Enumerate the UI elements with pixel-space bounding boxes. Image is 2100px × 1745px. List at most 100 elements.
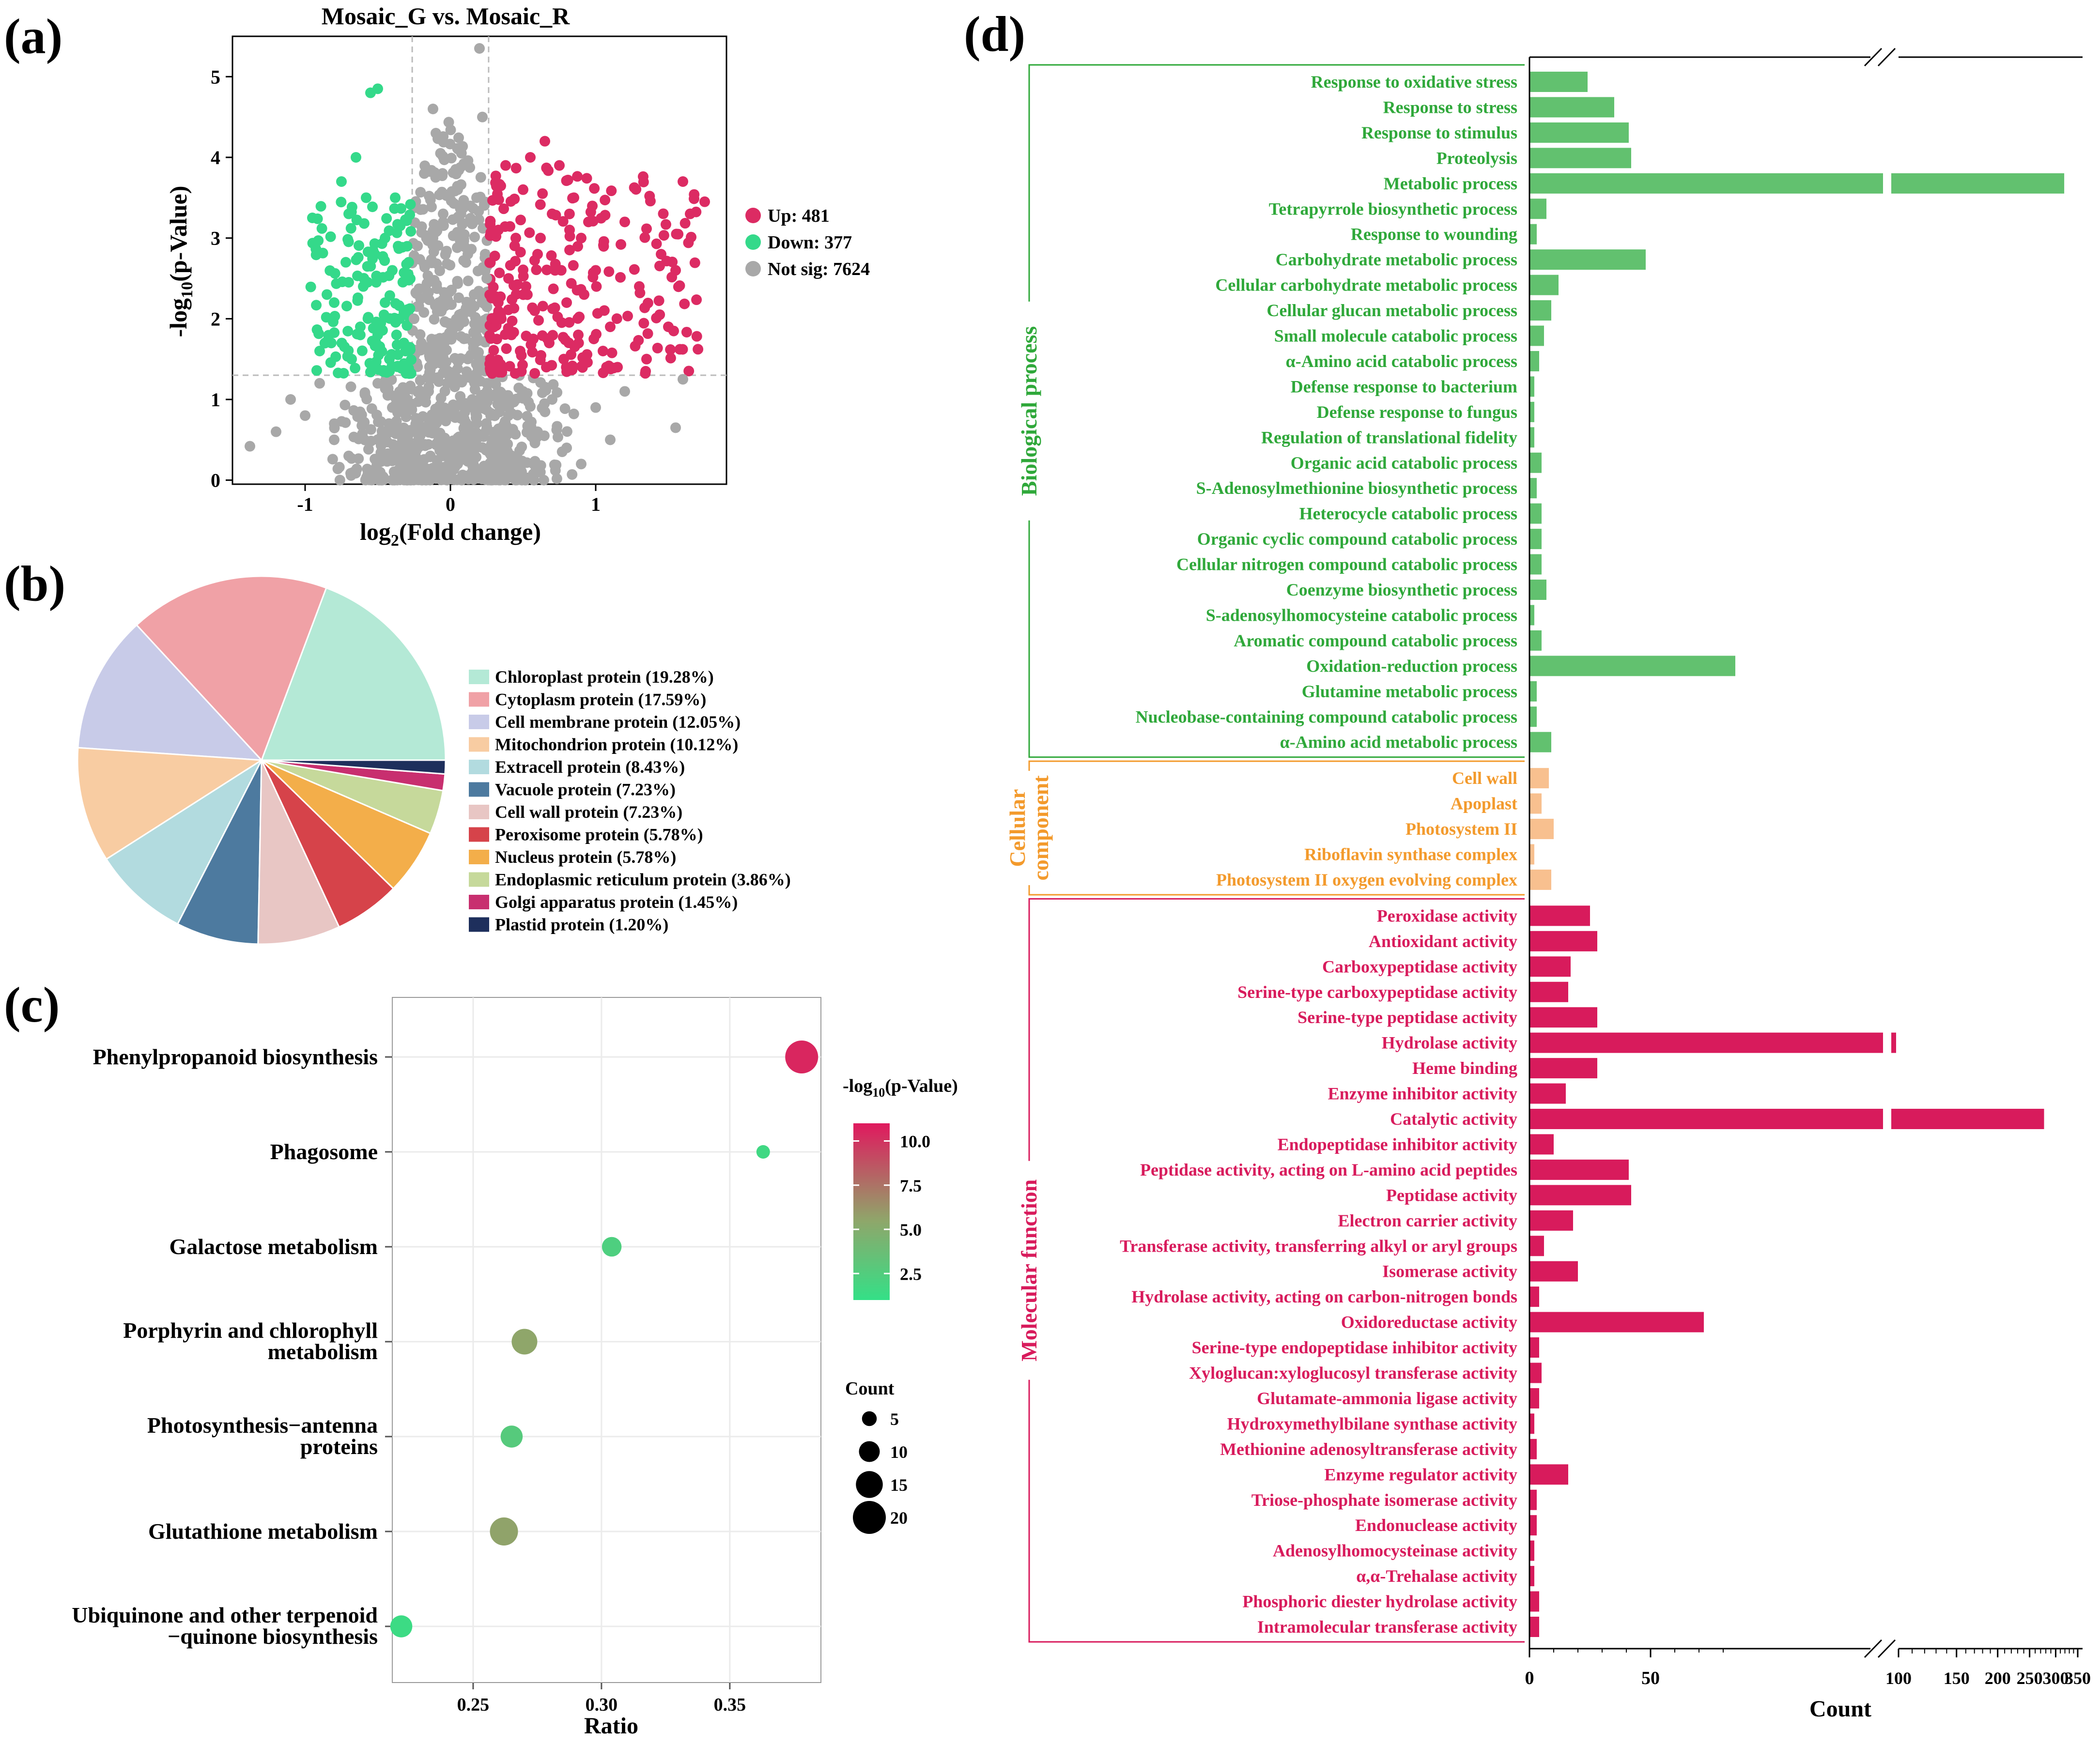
volcano-point-up — [615, 272, 626, 283]
volcano-point-up — [590, 265, 601, 276]
go-bar — [1529, 554, 1542, 575]
volcano-legend-marker — [745, 234, 761, 250]
volcano-point-notsig — [414, 254, 425, 265]
volcano-point-up — [554, 160, 565, 171]
volcano-point-up — [598, 236, 609, 247]
volcano-point-up — [494, 179, 505, 190]
volcano-point-up — [685, 208, 695, 219]
go-term-label: Antioxidant activity — [1369, 932, 1517, 951]
go-group-label-line: Biological process — [1017, 326, 1041, 496]
volcano-point-down — [341, 301, 352, 312]
go-term-label: S-adenosylhomocysteine catabolic process — [1206, 605, 1517, 625]
volcano-point-up — [599, 305, 610, 316]
volcano-point-up — [606, 185, 617, 197]
volcano-point-notsig — [468, 375, 479, 386]
volcano-point-up — [564, 245, 575, 256]
volcano-point-notsig — [449, 444, 461, 456]
go-group-label-bg — [1025, 301, 1045, 520]
volcano-point-notsig — [489, 410, 500, 421]
go-term-label: Response to stress — [1383, 97, 1517, 117]
volcano-point-not-sig — [518, 386, 528, 397]
volcano-point-notsig — [424, 350, 435, 361]
go-group-label-line: Cellular — [1005, 789, 1030, 867]
volcano-point-down — [362, 261, 373, 272]
volcano-point-down — [346, 353, 357, 365]
volcano-point-not-sig — [445, 473, 456, 484]
volcano-point-notsig — [485, 443, 496, 454]
volcano-point-notsig — [456, 148, 467, 159]
go-term-label: Catalytic activity — [1390, 1109, 1517, 1129]
volcano-point-down — [405, 199, 416, 210]
volcano-point-down — [403, 257, 414, 268]
volcano-point-up — [642, 297, 653, 308]
volcano-point-down — [361, 192, 371, 203]
go-term-label: Small molecule catabolic process — [1274, 326, 1517, 346]
volcano-point-up — [642, 328, 653, 339]
kegg-category-label-line: metabolism — [268, 1339, 378, 1364]
volcano-point-notsig — [474, 214, 485, 225]
volcano-point-notsig — [446, 153, 457, 164]
volcano-point-up — [590, 329, 602, 340]
go-term-label: Hydrolase activity, acting on carbon-nit… — [1131, 1287, 1517, 1306]
go-bar — [1529, 1134, 1554, 1155]
volcano-point-down — [384, 353, 395, 365]
volcano-point-notsig — [451, 242, 463, 253]
go-bar — [1529, 249, 1646, 270]
volcano-point-up — [512, 279, 523, 290]
go-xlabel: Count — [1809, 1696, 1871, 1722]
go-term-label: Aromatic compound catabolic process — [1234, 631, 1517, 650]
go-bar — [1529, 351, 1539, 371]
volcano-point-up — [574, 311, 585, 322]
volcano-point-notsig — [551, 473, 562, 484]
go-xtick-label: 250 — [2017, 1668, 2043, 1688]
go-bar-broken — [1891, 1109, 2044, 1129]
go-bar — [1529, 529, 1542, 550]
go-term-label: Response to stimulus — [1361, 123, 1517, 142]
volcano-point-down — [379, 255, 390, 266]
volcano-legend-marker — [745, 261, 761, 276]
volcano-point-down — [402, 304, 413, 315]
volcano-point-up — [572, 171, 583, 182]
go-bar — [1529, 478, 1537, 499]
pie-legend-swatch — [469, 782, 489, 797]
volcano-point-notsig — [460, 417, 471, 428]
volcano-point-down — [351, 152, 361, 163]
pie-legend-swatch — [469, 805, 489, 819]
volcano-point-down — [311, 324, 323, 335]
go-term-label: Electron carrier activity — [1338, 1211, 1517, 1230]
volcano-point-up — [518, 184, 528, 195]
volcano-point-down — [325, 231, 336, 242]
volcano-point-up — [663, 321, 674, 332]
volcano-point-notsig — [516, 441, 527, 452]
volcano-point-down — [401, 362, 412, 373]
volcano-point-notsig — [332, 463, 343, 475]
go-term-label: Oxidoreductase activity — [1341, 1313, 1517, 1332]
volcano-point-notsig — [524, 418, 535, 429]
volcano-point-not-sig — [532, 426, 543, 437]
kegg-bubble — [511, 1329, 538, 1355]
volcano-xtick-label: -1 — [297, 493, 313, 515]
go-term-label: Endopeptidase inhibitor activity — [1278, 1134, 1517, 1154]
kegg-xlabel: Ratio — [584, 1713, 638, 1739]
go-axis-break-mark — [1877, 1639, 1896, 1658]
pie-legend-label: Vacuole protein (7.23%) — [495, 780, 676, 799]
volcano-point-up — [622, 310, 633, 321]
localization-pie-chart: Chloroplast protein (19.28%) Cytoplasm pr… — [77, 575, 791, 945]
pie-legend-label: Cytoplasm protein (17.59%) — [495, 690, 706, 709]
volcano-point-notsig — [475, 322, 486, 333]
go-term-label: Hydrolase activity — [1382, 1033, 1517, 1053]
volcano-point-notsig — [469, 231, 480, 243]
pie-slice — [261, 759, 447, 775]
go-bar — [1529, 1286, 1539, 1307]
volcano-point-up — [674, 344, 685, 355]
pie-slice — [260, 587, 447, 761]
volcano-point-down — [315, 201, 326, 212]
volcano-ytick-label: 1 — [211, 389, 220, 411]
volcano-point-not-sig — [428, 104, 438, 114]
go-term-label: Serine-type endopeptidase inhibitor acti… — [1192, 1338, 1517, 1357]
volcano-point-not-sig — [467, 467, 478, 477]
go-bar — [1529, 1312, 1704, 1332]
volcano-point-not-sig — [463, 249, 473, 260]
go-bar-broken — [1891, 173, 2065, 194]
volcano-point-notsig — [535, 460, 546, 471]
